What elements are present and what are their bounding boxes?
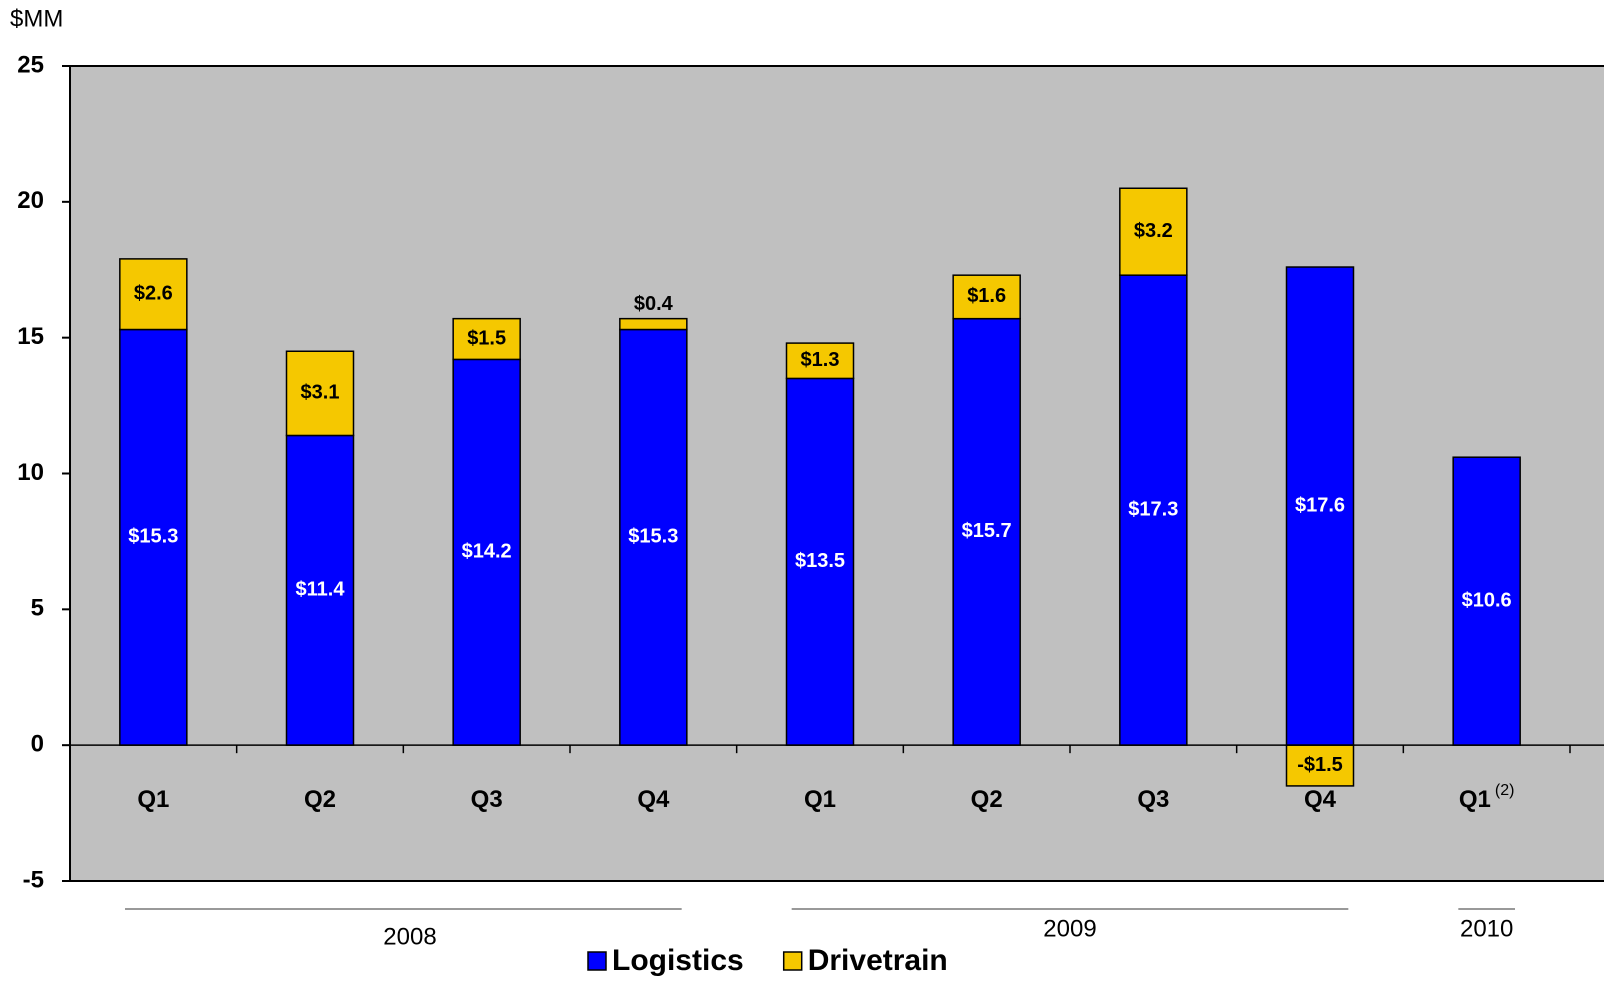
group-label: 2009 — [1043, 915, 1096, 942]
legend-label: Drivetrain — [808, 944, 948, 977]
x-tick-label-text: Q3 — [471, 786, 503, 813]
bar-segment — [452, 317, 521, 361]
footnote-mark: (2) — [1495, 782, 1515, 799]
value-label: $0.4 — [634, 293, 674, 315]
bar-segment — [285, 350, 355, 437]
bar-segment — [1285, 266, 1355, 746]
y-tick-label: 5 — [31, 595, 44, 622]
value-label: $10.6 — [1462, 589, 1512, 611]
x-tick-label: Q3 — [471, 786, 503, 813]
legend-label: Logistics — [612, 944, 744, 977]
bar-segment — [1119, 187, 1188, 276]
group-label: 2010 — [1460, 915, 1513, 942]
x-tick-label: Q1 — [137, 786, 169, 813]
bar-segment — [785, 377, 855, 746]
y-tick-label: 10 — [17, 459, 44, 486]
value-label: $15.3 — [628, 526, 678, 548]
x-tick-label: Q4 — [637, 786, 670, 813]
value-label: $3.1 — [301, 382, 340, 404]
bar-segment — [119, 328, 188, 746]
y-tick-label: 20 — [17, 187, 44, 214]
x-tick-label-text: Q4 — [637, 786, 670, 813]
bar-segment — [1452, 456, 1521, 746]
bar-segment — [619, 317, 688, 331]
value-label: $11.4 — [296, 579, 346, 601]
x-tick-label: Q2 — [971, 786, 1003, 813]
x-tick-label-text: Q4 — [1304, 786, 1337, 813]
x-tick-label-text: Q2 — [304, 786, 336, 813]
y-tick-label: 25 — [17, 51, 44, 78]
x-tick-label: Q4 — [1304, 786, 1337, 813]
value-label: $1.3 — [801, 349, 840, 371]
value-label: $14.2 — [462, 541, 512, 563]
x-tick-label: Q3 — [1137, 786, 1169, 813]
legend-swatch — [587, 951, 607, 971]
bar-segment — [1119, 274, 1188, 746]
y-axis-label: $MM — [10, 5, 63, 32]
value-label: $1.5 — [467, 327, 506, 349]
y-tick-label: 15 — [17, 323, 44, 350]
x-tick-label-text: Q3 — [1137, 786, 1169, 813]
value-label: $2.6 — [134, 282, 173, 304]
bar-segment — [952, 274, 1021, 320]
value-label: $17.6 — [1295, 494, 1345, 516]
bar-segment — [285, 434, 355, 746]
x-tick-label-text: Q1 — [137, 786, 169, 813]
x-tick-label: Q1 (2) — [1459, 782, 1515, 813]
x-tick-label-text: Q1 — [804, 786, 836, 813]
value-label: -$1.5 — [1297, 754, 1343, 776]
x-tick-label-text: Q1 — [1459, 786, 1491, 813]
x-tick-label: Q1 — [804, 786, 836, 813]
bar-segment — [785, 342, 855, 380]
bar-segment — [452, 358, 521, 746]
value-label: $13.5 — [795, 550, 845, 572]
y-tick-label: 0 — [31, 731, 44, 758]
value-label: $15.3 — [128, 526, 178, 548]
y-tick-label: -5 — [23, 866, 44, 893]
value-label: $3.2 — [1134, 220, 1173, 242]
bar-segment — [1285, 744, 1355, 787]
bar-segment — [119, 258, 188, 331]
x-tick-label: Q2 — [304, 786, 336, 813]
group-label: 2008 — [383, 923, 436, 950]
value-label: $17.3 — [1128, 498, 1178, 520]
legend-swatch — [782, 951, 803, 971]
value-label: $1.6 — [967, 285, 1006, 307]
value-label: $15.7 — [962, 520, 1012, 542]
x-tick-label-text: Q2 — [971, 786, 1003, 813]
